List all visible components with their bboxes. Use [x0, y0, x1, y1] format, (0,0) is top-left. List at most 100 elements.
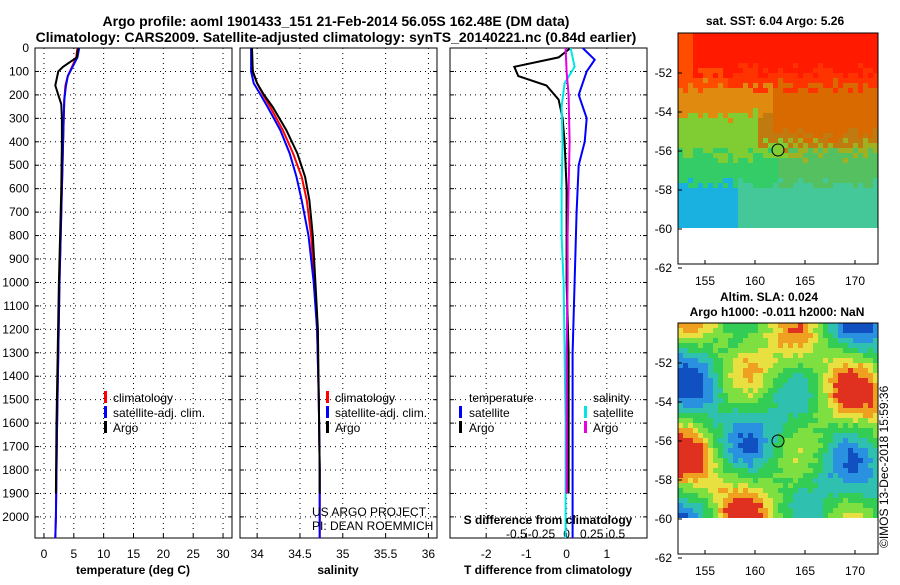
map-cell	[848, 158, 854, 164]
map-cell	[823, 403, 829, 409]
map-cell	[698, 63, 704, 69]
map-cell	[818, 198, 824, 204]
map-cell	[678, 398, 684, 404]
map-cell	[683, 93, 689, 99]
map-cell	[678, 513, 684, 519]
map-cell	[798, 483, 804, 489]
map-cell	[713, 488, 719, 494]
map-cell	[743, 178, 749, 184]
map-cell	[718, 378, 724, 384]
map-cell	[698, 333, 704, 339]
map-cell	[833, 198, 839, 204]
temperature-grid	[35, 47, 232, 538]
map-cell	[678, 328, 684, 334]
map-cell	[743, 83, 749, 89]
map-cell	[708, 63, 714, 69]
map-cell	[723, 108, 729, 114]
map-cell	[848, 203, 854, 209]
map-cell	[813, 468, 819, 474]
map-cell	[863, 53, 869, 59]
map-cell	[768, 398, 774, 404]
map-cell	[688, 198, 694, 204]
map-cell	[818, 458, 824, 464]
map-cell	[833, 478, 839, 484]
map-cell	[868, 383, 874, 389]
map-cell	[688, 478, 694, 484]
map-cell	[783, 203, 789, 209]
map-cell	[788, 153, 794, 159]
map-cell	[678, 503, 684, 509]
map-cell	[823, 353, 829, 359]
map-cell	[873, 198, 879, 204]
map-cell	[848, 123, 854, 129]
map-cell	[703, 438, 709, 444]
map-cell	[743, 338, 749, 344]
map-cell	[818, 68, 824, 74]
map-cell	[768, 38, 774, 44]
map-cell	[738, 448, 744, 454]
map-cell	[793, 183, 799, 189]
map-cell	[758, 73, 764, 79]
map-cell	[793, 408, 799, 414]
map-cell	[803, 393, 809, 399]
map-cell	[748, 403, 754, 409]
map-cell	[718, 333, 724, 339]
map-cell	[848, 458, 854, 464]
map-cell	[708, 68, 714, 74]
map-cell	[718, 38, 724, 44]
map-cell	[718, 123, 724, 129]
map-cell	[713, 443, 719, 449]
map-cell	[753, 453, 759, 459]
map-cell	[683, 453, 689, 459]
map-cell	[813, 123, 819, 129]
depth-tick-label: 800	[9, 229, 29, 243]
map-cell	[693, 153, 699, 159]
map-cell	[793, 433, 799, 439]
map-cell	[798, 98, 804, 104]
map-cell	[718, 368, 724, 374]
map-cell	[693, 173, 699, 179]
map-cell	[713, 88, 719, 94]
map-cell	[778, 73, 784, 79]
map-cell	[848, 188, 854, 194]
legend-t-argo-swatch	[459, 421, 462, 433]
map-cell	[798, 343, 804, 349]
map-cell	[808, 103, 814, 109]
map-cell	[813, 438, 819, 444]
map-cell	[788, 188, 794, 194]
map-cell	[803, 48, 809, 54]
map-cell	[713, 38, 719, 44]
map-cell	[868, 378, 874, 384]
map-cell	[833, 413, 839, 419]
map-cell	[793, 153, 799, 159]
map-cell	[683, 163, 689, 169]
t-difference-axis-label: T difference from climatology	[464, 563, 632, 577]
map-cell	[678, 43, 684, 49]
map-cell	[823, 208, 829, 214]
map-cell	[723, 508, 729, 514]
map-cell	[783, 413, 789, 419]
map-cell	[693, 208, 699, 214]
map-cell	[863, 408, 869, 414]
map-cell	[728, 158, 734, 164]
map-cell	[678, 63, 684, 69]
map-cell	[753, 108, 759, 114]
map-cell	[723, 103, 729, 109]
map-cell	[753, 178, 759, 184]
map-cell	[858, 433, 864, 439]
map-cell	[748, 438, 754, 444]
map-cell	[688, 458, 694, 464]
map-cell	[768, 188, 774, 194]
sla-color-field	[678, 323, 879, 519]
map-cell	[853, 158, 859, 164]
map-cell	[788, 333, 794, 339]
top-x-tick-label: 0.25	[580, 527, 604, 541]
map-cell	[858, 123, 864, 129]
map-cell	[808, 33, 814, 39]
map-cell	[868, 43, 874, 49]
map-cell	[763, 193, 769, 199]
map-cell	[783, 183, 789, 189]
map-cell	[808, 68, 814, 74]
map-cell	[723, 468, 729, 474]
map-cell	[758, 453, 764, 459]
